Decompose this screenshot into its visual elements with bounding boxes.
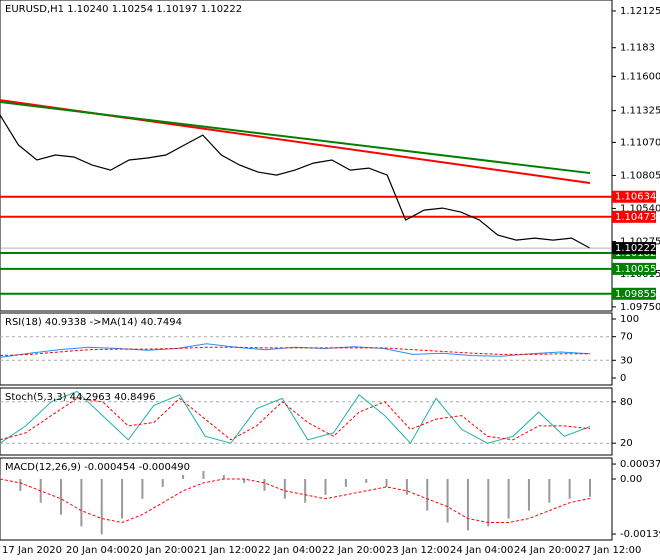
- x-tick-label: 21 Jan 12:00: [194, 545, 257, 556]
- y-tick-label: -0.001392: [620, 529, 660, 540]
- level-label: 1.09855: [615, 289, 656, 300]
- level-tag: [612, 262, 656, 275]
- last-label: 1.10222: [615, 243, 656, 254]
- x-tick-label: 22 Jan 04:00: [258, 545, 321, 556]
- x-tick-label: 27 Jan 12:00: [578, 545, 641, 556]
- panel-title: RSI(18) 40.9338 ->MA(14) 40.7494: [5, 317, 182, 328]
- x-tick-label: 17 Jan 2020: [2, 545, 62, 556]
- rsi-frame: [0, 312, 613, 386]
- y-tick-label: 20: [620, 438, 633, 449]
- y-tick-label: 1.12125: [620, 6, 660, 17]
- x-tick-label: 20 Jan 04:00: [66, 545, 129, 556]
- y-tick-label: 1.10275: [620, 236, 660, 247]
- level-tag: [612, 190, 656, 203]
- trendline: [0, 101, 591, 175]
- macd-frame: [0, 457, 613, 541]
- panel-title: MACD(12,26,9) -0.000454 -0.000490: [5, 462, 190, 473]
- panel-title: Stoch(5,3,3) 44.2963 40.8496: [5, 392, 156, 403]
- level-label: 1.10473: [615, 212, 656, 223]
- indicator-line: [0, 397, 591, 441]
- level-tag: [612, 287, 656, 300]
- y-tick-label: 1.1183: [620, 43, 655, 54]
- indicator-line: [0, 390, 591, 445]
- indicator-line: [0, 343, 591, 358]
- panel-title: EURUSD,H1 1.10240 1.10254 1.10197 1.1022…: [5, 4, 242, 15]
- y-tick-label: 0: [620, 373, 626, 384]
- x-tick-label: 24 Jan 20:00: [514, 545, 577, 556]
- x-tick-label: 20 Jan 20:00: [130, 545, 193, 556]
- x-tick-label: 24 Jan 04:00: [450, 545, 513, 556]
- y-tick-label: 1.10805: [620, 170, 660, 181]
- level-tag: [612, 210, 656, 223]
- y-tick-label: 0.000378: [620, 459, 660, 470]
- y-tick-label: 1.10540: [620, 203, 660, 214]
- y-tick-label: 30: [620, 355, 633, 366]
- y-tick-label: 70: [620, 332, 633, 343]
- price-frame: [0, 0, 613, 312]
- signal-line: [0, 478, 591, 524]
- level-label: 1.10634: [615, 192, 656, 203]
- price-line: [0, 114, 591, 249]
- y-tick-label: 1.11600: [620, 71, 660, 82]
- y-tick-label: 1.11325: [620, 106, 660, 117]
- y-tick-label: 1.11070: [620, 137, 660, 148]
- x-tick-label: 22 Jan 20:00: [322, 545, 385, 556]
- indicator-line: [0, 346, 590, 357]
- y-tick-label: 80: [620, 397, 633, 408]
- y-tick-label: 0.00: [620, 474, 642, 485]
- y-tick-label: 100: [620, 314, 639, 325]
- y-tick-label: 1.09750: [620, 302, 660, 313]
- stoch-frame: [0, 387, 613, 456]
- level-label: 1.10055: [615, 264, 656, 275]
- x-tick-label: 23 Jan 12:00: [386, 545, 449, 556]
- last-tag: [612, 242, 656, 255]
